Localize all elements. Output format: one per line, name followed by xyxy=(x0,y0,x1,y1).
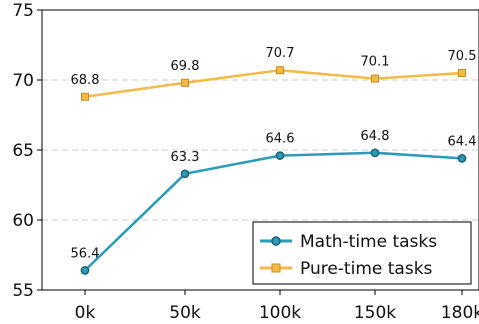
legend-label-pure: Pure-time tasks xyxy=(300,259,433,279)
y-tick-label: 65 xyxy=(12,141,34,161)
y-tick-label: 70 xyxy=(12,71,34,91)
x-tick-label: 50k xyxy=(169,303,201,323)
legend-marker-math xyxy=(271,236,281,246)
series-line-1 xyxy=(84,68,463,99)
x-tick-label: 150k xyxy=(354,303,396,323)
series-group xyxy=(80,66,467,275)
data-point xyxy=(80,266,90,275)
data-point xyxy=(180,169,190,179)
x-tick-label: 100k xyxy=(259,303,301,323)
legend: Math-time tasks Pure-time tasks xyxy=(252,221,472,285)
data-label: 70.7 xyxy=(266,46,295,61)
data-label: 63.3 xyxy=(171,150,200,165)
data-label: 64.4 xyxy=(448,134,477,149)
data-point xyxy=(275,151,285,160)
legend-label-math: Math-time tasks xyxy=(300,232,437,252)
legend-box xyxy=(252,221,472,285)
data-label: 64.6 xyxy=(266,132,295,147)
y-axis: 55 60 65 70 75 xyxy=(12,1,42,301)
data-point xyxy=(276,66,284,75)
data-label: 70.5 xyxy=(448,49,477,64)
data-point xyxy=(371,74,379,83)
y-tick-label: 60 xyxy=(12,211,34,231)
data-point xyxy=(457,154,467,163)
x-tick-label: 180k xyxy=(441,303,479,323)
data-point xyxy=(81,92,89,101)
legend-marker-pure xyxy=(271,263,281,273)
data-labels: 56.4 63.3 64.6 64.8 64.4 68.8 69.8 70.7 70.1 70.5 xyxy=(71,46,477,261)
data-label: 56.4 xyxy=(71,246,100,261)
data-point xyxy=(458,69,466,77)
y-tick-label: 75 xyxy=(12,1,34,21)
data-label: 69.8 xyxy=(171,59,200,74)
grid-lines xyxy=(42,79,479,221)
data-point xyxy=(370,148,380,158)
data-point xyxy=(181,78,189,87)
x-axis: 0k 50k 100k 150k 180k xyxy=(75,290,479,323)
data-label: 68.8 xyxy=(71,73,100,88)
x-tick-label: 0k xyxy=(75,303,96,323)
y-tick-label: 55 xyxy=(12,281,34,301)
data-label: 70.1 xyxy=(361,55,390,70)
data-label: 64.8 xyxy=(361,129,390,144)
